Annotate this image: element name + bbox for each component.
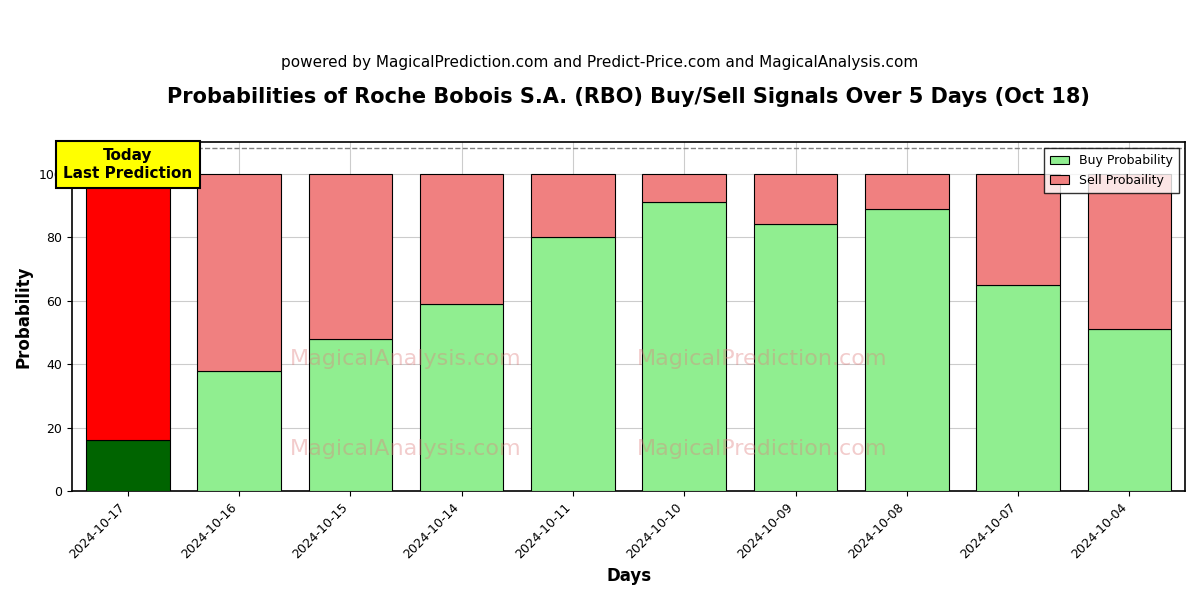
- Bar: [754, 173, 838, 224]
- Text: MagicalPrediction.com: MagicalPrediction.com: [637, 439, 887, 460]
- Text: MagicalAnalysis.com: MagicalAnalysis.com: [290, 439, 522, 460]
- Bar: [865, 173, 948, 209]
- Bar: [532, 173, 614, 237]
- Bar: [977, 285, 1060, 491]
- Bar: [308, 339, 392, 491]
- Title: Probabilities of Roche Bobois S.A. (RBO) Buy/Sell Signals Over 5 Days (Oct 18): Probabilities of Roche Bobois S.A. (RBO)…: [167, 87, 1090, 107]
- Bar: [532, 237, 614, 491]
- Bar: [977, 173, 1060, 285]
- Bar: [420, 304, 503, 491]
- Bar: [308, 173, 392, 339]
- Y-axis label: Probability: Probability: [16, 265, 34, 368]
- Bar: [642, 202, 726, 491]
- Bar: [197, 371, 281, 491]
- Bar: [642, 173, 726, 202]
- Bar: [1087, 329, 1171, 491]
- Text: powered by MagicalPrediction.com and Predict-Price.com and MagicalAnalysis.com: powered by MagicalPrediction.com and Pre…: [281, 55, 919, 70]
- Bar: [865, 209, 948, 491]
- X-axis label: Days: Days: [606, 567, 652, 585]
- Bar: [197, 173, 281, 371]
- Text: MagicalPrediction.com: MagicalPrediction.com: [637, 349, 887, 368]
- Bar: [86, 440, 169, 491]
- Text: Today
Last Prediction: Today Last Prediction: [64, 148, 192, 181]
- Legend: Buy Probability, Sell Probaility: Buy Probability, Sell Probaility: [1044, 148, 1178, 193]
- Bar: [1087, 173, 1171, 329]
- Bar: [86, 173, 169, 440]
- Text: MagicalAnalysis.com: MagicalAnalysis.com: [290, 349, 522, 368]
- Bar: [420, 173, 503, 304]
- Bar: [754, 224, 838, 491]
